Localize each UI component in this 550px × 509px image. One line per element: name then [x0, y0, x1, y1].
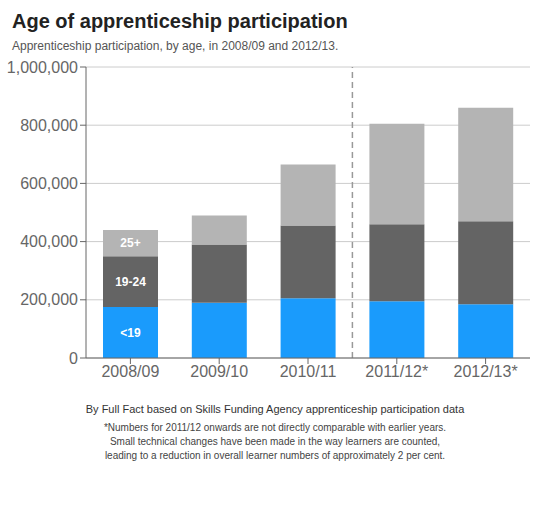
svg-text:800,000: 800,000 — [20, 117, 78, 134]
svg-text:1,000,000: 1,000,000 — [8, 59, 78, 76]
html-text:Age of apprenticeship particip: Age of apprenticeship participation — [12, 10, 348, 32]
svg-text:2010/11: 2010/11 — [280, 363, 337, 380]
svg-text:2011/12*: 2011/12* — [365, 363, 428, 380]
svg-text:2008/09: 2008/09 — [101, 363, 159, 380]
svg-text:19-24: 19-24 — [115, 275, 146, 289]
svg-text:600,000: 600,000 — [20, 175, 78, 192]
svg-text:2009/10: 2009/10 — [190, 363, 248, 380]
svg-text:200,000: 200,000 — [20, 291, 78, 308]
svg-text:400,000: 400,000 — [20, 233, 78, 250]
html-text:Apprenticeship participation,: Apprenticeship participation, by age, in… — [12, 39, 339, 53]
html-text:*Numbers for 2011/12 onwards a: *Numbers for 2011/12 onwards are not dir… — [103, 422, 447, 433]
svg-text:0: 0 — [69, 350, 78, 367]
svg-text:25+: 25+ — [120, 236, 140, 250]
svg-text:2012/13*: 2012/13* — [454, 363, 518, 380]
html-text:leading to a reduction in over: leading to a reduction in overall learne… — [104, 450, 446, 461]
svg-text:<19: <19 — [120, 326, 141, 340]
html-text:Small technical changes have b: Small technical changes have been made i… — [109, 436, 441, 447]
html-text:By Full Fact based on Skills F: By Full Fact based on Skills Funding Age… — [85, 403, 465, 415]
